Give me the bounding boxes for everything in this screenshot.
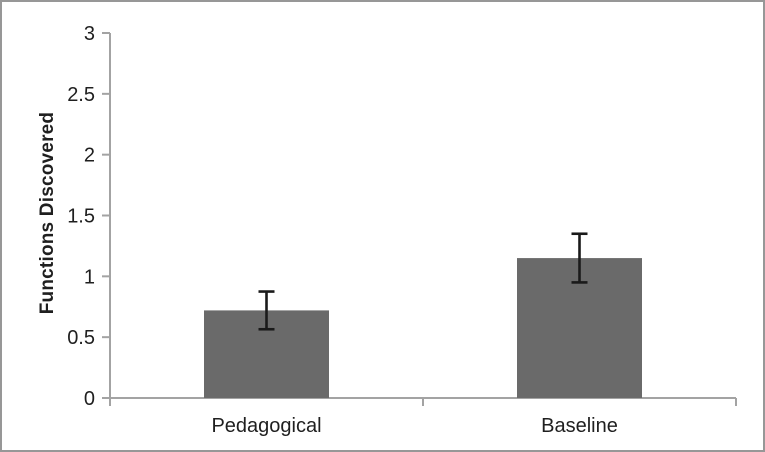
- y-tick-label: 2: [84, 145, 95, 167]
- y-tick-label: 0.5: [67, 327, 95, 349]
- category-label: Baseline: [541, 415, 618, 437]
- y-tick-label: 2.5: [67, 84, 95, 106]
- y-tick-label: 3: [84, 23, 95, 45]
- y-tick-label: 1.5: [67, 206, 95, 228]
- y-tick-label: 1: [84, 266, 95, 288]
- y-tick-label: 0: [84, 388, 95, 410]
- category-label: Pedagogical: [211, 415, 321, 437]
- y-axis-title: Functions Discovered: [37, 111, 58, 315]
